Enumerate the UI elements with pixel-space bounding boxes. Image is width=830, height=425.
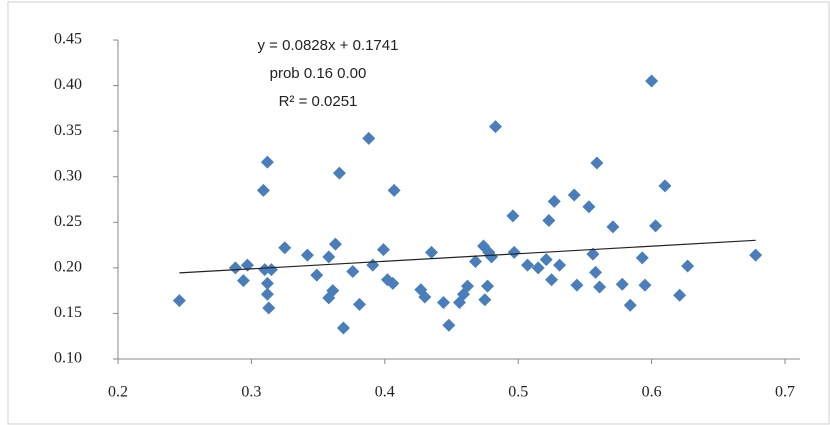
point [489,120,503,134]
point [649,219,663,233]
point [593,280,607,294]
point [673,288,687,302]
point [328,237,342,251]
point [386,276,400,290]
point [256,183,270,197]
y-tick-label: 0.10 [54,350,82,367]
point [424,245,438,259]
point [326,284,340,298]
point [322,250,336,264]
y-tick-label: 0.35 [54,122,82,139]
point [507,245,521,259]
point [418,290,432,304]
point [236,274,250,288]
point [264,263,278,277]
point [506,209,520,223]
point [586,247,600,261]
point [478,293,492,307]
point [547,194,561,208]
point [376,243,390,257]
point [567,188,581,202]
point [570,278,584,292]
point [606,220,620,234]
point [531,261,545,275]
point [553,258,567,272]
point [310,268,324,282]
point [589,265,603,279]
point [623,298,637,312]
x-tick-label: 0.5 [508,384,528,401]
point [442,318,456,332]
point [258,263,272,277]
point [436,295,450,309]
point [481,279,495,293]
y-tick-label: 0.30 [54,167,82,184]
point [260,287,274,301]
point [542,213,556,227]
point [262,301,276,315]
y-tick-label: 0.40 [54,76,82,93]
point [260,155,274,169]
x-tick-label: 0.6 [642,384,662,401]
point [352,297,366,311]
point [539,253,553,267]
point [615,277,629,291]
x-tick-label: 0.3 [241,384,261,401]
point [635,251,649,265]
point [260,276,274,290]
y-tick-label: 0.25 [54,213,82,230]
point [387,183,401,197]
point [332,166,346,180]
point [366,258,380,272]
point [485,250,499,264]
x-tick-label: 0.2 [108,384,128,401]
y-tick-label: 0.15 [54,304,82,321]
y-tick-label: 0.45 [54,31,82,48]
point [521,258,535,272]
chart-frame [7,1,830,425]
point [658,179,672,193]
r-squared: R² = 0.0251 [279,93,358,110]
point [362,131,376,145]
x-tick-label: 0.4 [375,384,395,401]
point [582,200,596,214]
trendline [179,239,756,274]
point [469,254,483,268]
point [300,248,314,262]
point [278,241,292,255]
point [336,321,350,335]
point [545,273,559,287]
y-tick-label: 0.20 [54,259,82,276]
prob-annotation: prob 0.16 0.00 [270,65,367,82]
point [749,248,763,262]
point [228,261,242,275]
point [346,265,360,279]
point [590,156,604,170]
x-tick-label: 0.7 [775,384,795,401]
point [172,294,186,308]
equation: y = 0.0828x + 0.1741 [258,37,399,54]
point [638,278,652,292]
point [461,279,475,293]
point [681,259,695,273]
point [645,74,659,88]
